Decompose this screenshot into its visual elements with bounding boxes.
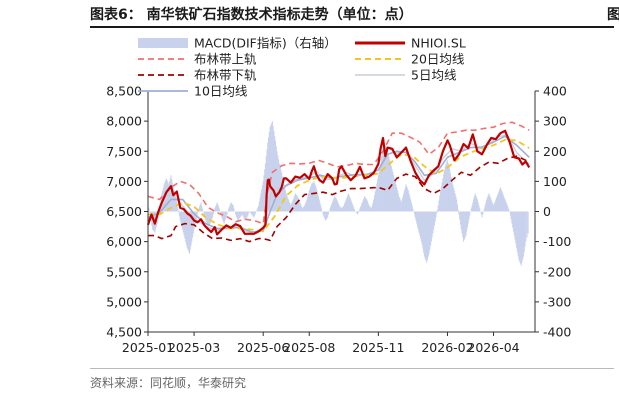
y-left-tick-label: 7,000: [106, 174, 142, 189]
series-line-nhioi: [146, 129, 531, 236]
y-left-tick-label: 6,000: [106, 234, 142, 249]
y-right-tick-label: 200: [543, 144, 567, 159]
chart-lines: [146, 121, 531, 243]
legend-swatch-macd: [138, 38, 188, 48]
x-tick-label: 2025-06: [237, 340, 289, 355]
series-line-ma20: [148, 138, 530, 233]
x-tick-label: 2025-03: [168, 340, 220, 355]
y-left-tick-label: 8,000: [106, 114, 142, 129]
y-left-tick-label: 5,500: [106, 264, 142, 279]
legend-label-boll_up: 布林带上轨: [194, 52, 257, 67]
x-tick-label: 2026-04: [467, 340, 519, 355]
adjacent-figure-title-fragment: 图: [607, 7, 619, 23]
legend-label-ma5: 5日均线: [411, 68, 457, 83]
x-tick-label: 2025-01: [122, 340, 174, 355]
chart-axes: 4,500 5,000 5,500 6,000 6,500 7,000 7,500 8,000…: [106, 84, 571, 356]
legend-label-ma10: 10日均线: [194, 84, 248, 99]
technical-indicator-chart: 4,500 5,000 5,500 6,000 6,500 7,000 7,500 8,000…: [106, 36, 571, 356]
x-tick-label: 2026-02: [421, 340, 473, 355]
x-tick-label: 2025-11: [352, 340, 404, 355]
y-left-tick-label: 8,500: [106, 84, 142, 99]
x-tick-label: 2025-08: [283, 340, 335, 355]
legend-label-ma20: 20日均线: [411, 52, 465, 67]
y-right-tick-label: 100: [543, 174, 567, 189]
y-left-tick-label: 6,500: [106, 204, 142, 219]
y-right-tick-label: -300: [543, 294, 571, 309]
series-line-boll_up: [147, 121, 530, 225]
y-left-tick-label: 4,500: [106, 325, 142, 340]
y-left-tick-label: 5,000: [106, 294, 142, 309]
y-right-tick-label: -200: [543, 264, 571, 279]
series-line-boll_low: [148, 155, 530, 243]
y-right-tick-label: -100: [543, 234, 571, 249]
legend-label-nhioi: NHIOI.SL: [411, 36, 466, 51]
y-right-tick-label: 300: [543, 114, 567, 129]
legend-label-boll_low: 布林带下轨: [194, 68, 257, 83]
footer-rule: [90, 368, 614, 369]
figure-title: 图表6： 南华铁矿石指数技术指标走势（单位：点）: [90, 7, 413, 23]
y-right-tick-label: -400: [543, 325, 571, 340]
y-right-tick-label: 0: [543, 204, 551, 219]
source-note: 资料来源：同花顺，华泰研究: [90, 376, 247, 390]
legend-label-macd: MACD(DIF指标)（右轴）: [194, 36, 337, 51]
title-rule: [90, 26, 614, 28]
y-left-tick-label: 7,500: [106, 144, 142, 159]
y-right-tick-label: 400: [543, 84, 567, 99]
